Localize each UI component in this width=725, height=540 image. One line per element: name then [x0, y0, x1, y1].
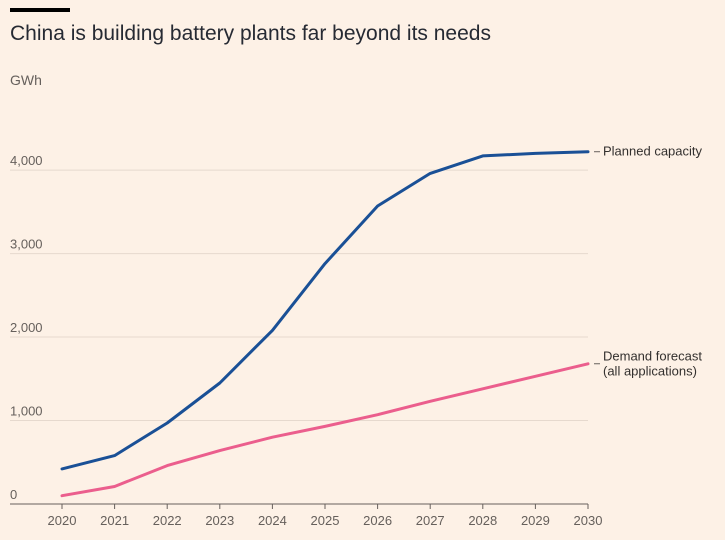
series-line-0 — [60, 150, 590, 471]
series-label: Demand forecast — [603, 348, 702, 363]
x-tick-label: 2029 — [521, 513, 550, 528]
series-label: Planned capacity — [603, 144, 703, 159]
series-label: (all applications) — [603, 363, 697, 378]
y-axis-unit: GWh — [10, 72, 42, 88]
x-tick-label: 2024 — [258, 513, 287, 528]
x-tick-label: 2027 — [416, 513, 445, 528]
series-line-1 — [60, 362, 590, 498]
gridlines — [10, 169, 588, 422]
x-tick-label: 2020 — [48, 513, 77, 528]
x-tick-label: 2022 — [153, 513, 182, 528]
series-lines — [60, 150, 590, 498]
top-rule — [10, 8, 70, 12]
x-axis: 2020 2021 2022 2023 2024 2025 2026 2027 2028 2029… — [10, 503, 603, 528]
x-tick-label: 2023 — [205, 513, 234, 528]
x-tick-label: 2028 — [468, 513, 497, 528]
y-tick-labels: 0 1,000 2,000 3,000 4,000 — [10, 153, 43, 502]
x-tick-label: 2021 — [100, 513, 129, 528]
y-tick-label: 0 — [10, 487, 17, 502]
y-tick-label: 2,000 — [10, 320, 43, 335]
series-labels: Planned capacity Demand forecast(all appl… — [594, 144, 703, 378]
x-tick-label: 2025 — [311, 513, 340, 528]
y-tick-label: 3,000 — [10, 237, 43, 252]
x-tick-label: 2026 — [363, 513, 392, 528]
chart-title: China is building battery plants far bey… — [10, 22, 491, 45]
y-tick-label: 4,000 — [10, 153, 43, 168]
x-tick-label: 2030 — [574, 513, 603, 528]
y-tick-label: 1,000 — [10, 404, 43, 419]
